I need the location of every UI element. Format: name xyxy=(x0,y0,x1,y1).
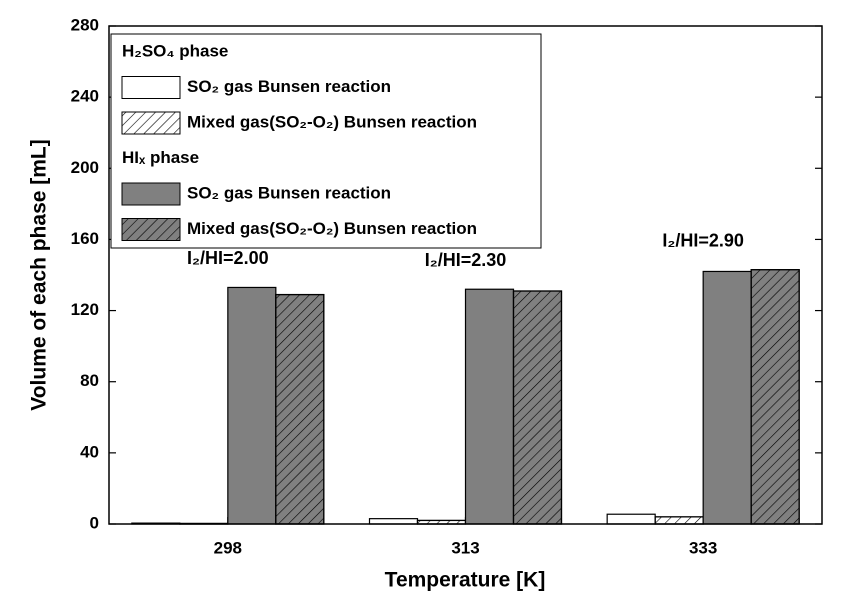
y-tick-label: 80 xyxy=(80,371,99,390)
bar xyxy=(464,288,515,525)
x-tick-label: 298 xyxy=(214,538,242,557)
bar-hatch xyxy=(275,293,325,525)
legend-label: SO₂ gas Bunsen reaction xyxy=(187,183,391,202)
plot-frame xyxy=(108,25,823,525)
y-tick-label: 40 xyxy=(80,442,99,461)
y-tick-label: 240 xyxy=(71,87,99,106)
bar xyxy=(702,270,752,525)
x-tick-label: 313 xyxy=(451,538,479,557)
legend-label: SO₂ gas Bunsen reaction xyxy=(187,77,391,96)
y-tick-label: 120 xyxy=(71,300,99,319)
y-tick-label: 200 xyxy=(71,158,99,177)
legend-swatch xyxy=(121,76,181,99)
y-axis-label: Volume of each phase [mL] xyxy=(28,139,51,411)
bar xyxy=(606,513,656,525)
bar-hatch xyxy=(654,516,704,525)
legend-box xyxy=(110,33,542,249)
bar-hatch xyxy=(750,269,800,525)
legend-swatch-hatch xyxy=(121,111,181,135)
bar xyxy=(368,518,419,525)
legend-label: Mixed gas(SO₂-O₂) Bunsen reaction xyxy=(187,112,477,131)
legend-swatch xyxy=(121,182,181,206)
annotation: I₂/HI=2.30 xyxy=(425,250,507,270)
legend-group-title: HIₓ phase xyxy=(122,148,199,167)
legend-swatch-hatch xyxy=(121,218,181,241)
bar xyxy=(227,286,277,525)
x-axis-label: Temperature [K] xyxy=(385,569,546,592)
y-tick-label: 160 xyxy=(71,229,99,248)
bar-hatch xyxy=(512,290,563,525)
y-tick-label: 0 xyxy=(90,513,99,532)
y-tick-label: 280 xyxy=(71,15,99,34)
legend-group-title: H₂SO₄ phase xyxy=(122,41,228,60)
annotation: I₂/HI=2.00 xyxy=(187,248,269,268)
annotation: I₂/HI=2.90 xyxy=(662,230,744,250)
legend-label: Mixed gas(SO₂-O₂) Bunsen reaction xyxy=(187,219,477,238)
x-tick-label: 333 xyxy=(689,538,717,557)
